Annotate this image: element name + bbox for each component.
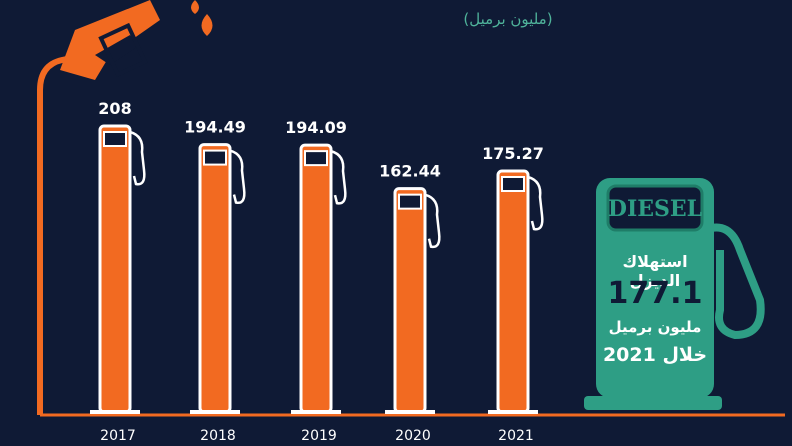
x-tick-2017: 2017 [100,428,136,444]
diesel-badge: DIESEL [608,196,702,222]
value-label-2019: 194.09 [285,118,347,137]
bar-2018 [190,143,246,414]
summary-unit: مليون برميل [608,318,702,336]
x-tick-2019: 2019 [301,428,337,444]
bar-2021 [488,169,544,414]
summary-heading: استهلاك الديزل [622,252,688,290]
value-label-2018: 194.49 [184,118,246,137]
value-label-2020: 162.44 [379,162,441,181]
bar-2017 [90,124,146,414]
summary-fuel-pump: DIESEL [584,178,765,410]
unit-label: (مليون برميل) [463,10,553,28]
x-tick-2018: 2018 [200,428,236,444]
summary-value: 177.1 [607,276,703,311]
fuel-nozzle-icon [37,0,160,415]
bar-2020 [385,187,441,414]
value-label-2017: 208 [98,99,131,118]
x-tick-2021: 2021 [498,428,534,444]
x-tick-2020: 2020 [395,428,431,444]
bar-2019 [291,143,347,414]
fuel-drop-icon [191,0,213,36]
summary-period: خلال 2021 [602,344,708,366]
value-label-2021: 175.27 [482,144,544,163]
